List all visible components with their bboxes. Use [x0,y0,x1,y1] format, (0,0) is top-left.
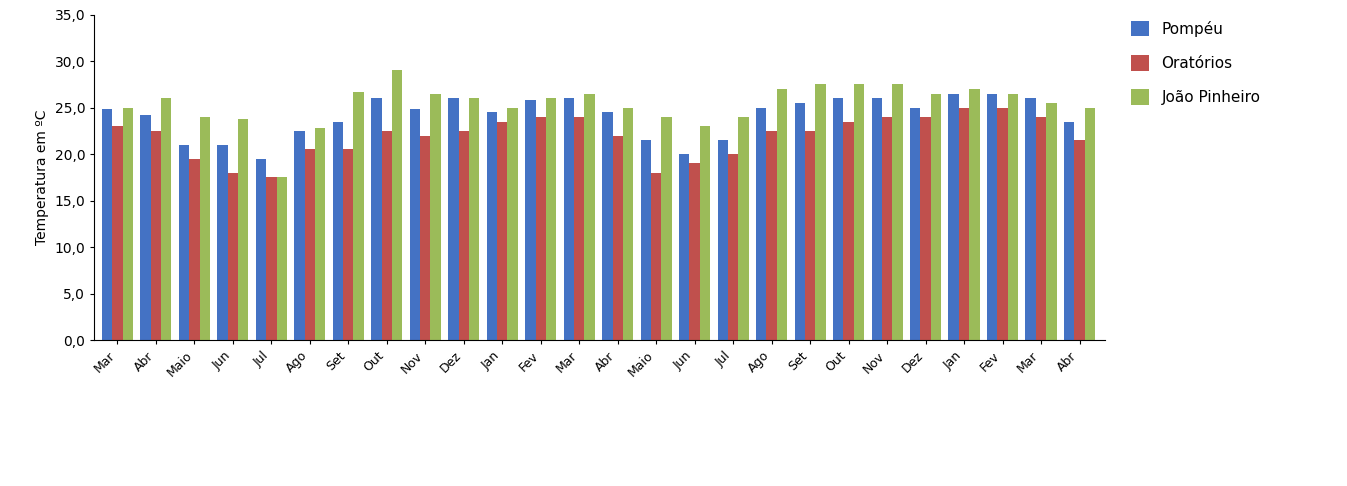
Bar [469,98,480,340]
Bar [409,109,420,340]
Bar [199,117,210,340]
Bar [690,163,700,340]
Bar [727,154,738,340]
Bar [189,159,199,340]
Bar [123,107,133,340]
Bar [854,85,865,340]
Bar [651,173,661,340]
Bar [381,131,392,340]
Bar [179,145,189,340]
Bar [959,107,970,340]
Bar [497,122,508,340]
Bar [162,98,171,340]
Bar [1025,98,1036,340]
Bar [508,107,517,340]
Bar [449,98,458,340]
Bar [574,117,585,340]
Bar [832,98,843,340]
Bar [948,94,959,340]
Bar [718,140,727,340]
Bar [1064,122,1075,340]
Bar [661,117,672,340]
Bar [613,136,622,340]
Bar [315,128,326,340]
Bar [777,89,787,340]
Bar [353,92,364,340]
Bar [843,122,854,340]
Bar [585,94,595,340]
Legend: Pompéu, Oratórios, João Pinheiro: Pompéu, Oratórios, João Pinheiro [1125,15,1266,111]
Bar [602,112,613,340]
Bar [151,131,162,340]
Bar [872,98,882,340]
Bar [256,159,267,340]
Bar [372,98,381,340]
Bar [892,85,902,340]
Bar [815,85,826,340]
Bar [1008,94,1018,340]
Bar [700,126,710,340]
Bar [294,131,304,340]
Bar [431,94,440,340]
Bar [795,103,806,340]
Bar [911,107,920,340]
Bar [546,98,556,340]
Bar [140,115,151,340]
Bar [622,107,633,340]
Bar [987,94,997,340]
Bar [738,117,749,340]
Bar [267,177,276,340]
Y-axis label: Temperatura em ºC: Temperatura em ºC [35,110,48,245]
Bar [536,117,546,340]
Bar [238,119,248,340]
Bar [1075,140,1084,340]
Bar [756,107,766,340]
Bar [102,109,112,340]
Bar [304,150,315,340]
Bar [276,177,287,340]
Bar [1047,103,1056,340]
Bar [333,122,343,340]
Bar [112,126,123,340]
Bar [931,94,942,340]
Bar [641,140,651,340]
Bar [458,131,469,340]
Bar [1084,107,1095,340]
Bar [1036,117,1047,340]
Bar [563,98,574,340]
Bar [806,131,815,340]
Bar [525,100,536,340]
Bar [882,117,892,340]
Bar [997,107,1008,340]
Bar [343,150,353,340]
Bar [486,112,497,340]
Bar [970,89,979,340]
Bar [392,70,403,340]
Bar [679,154,690,340]
Bar [217,145,228,340]
Bar [228,173,238,340]
Bar [420,136,431,340]
Bar [920,117,931,340]
Bar [766,131,777,340]
